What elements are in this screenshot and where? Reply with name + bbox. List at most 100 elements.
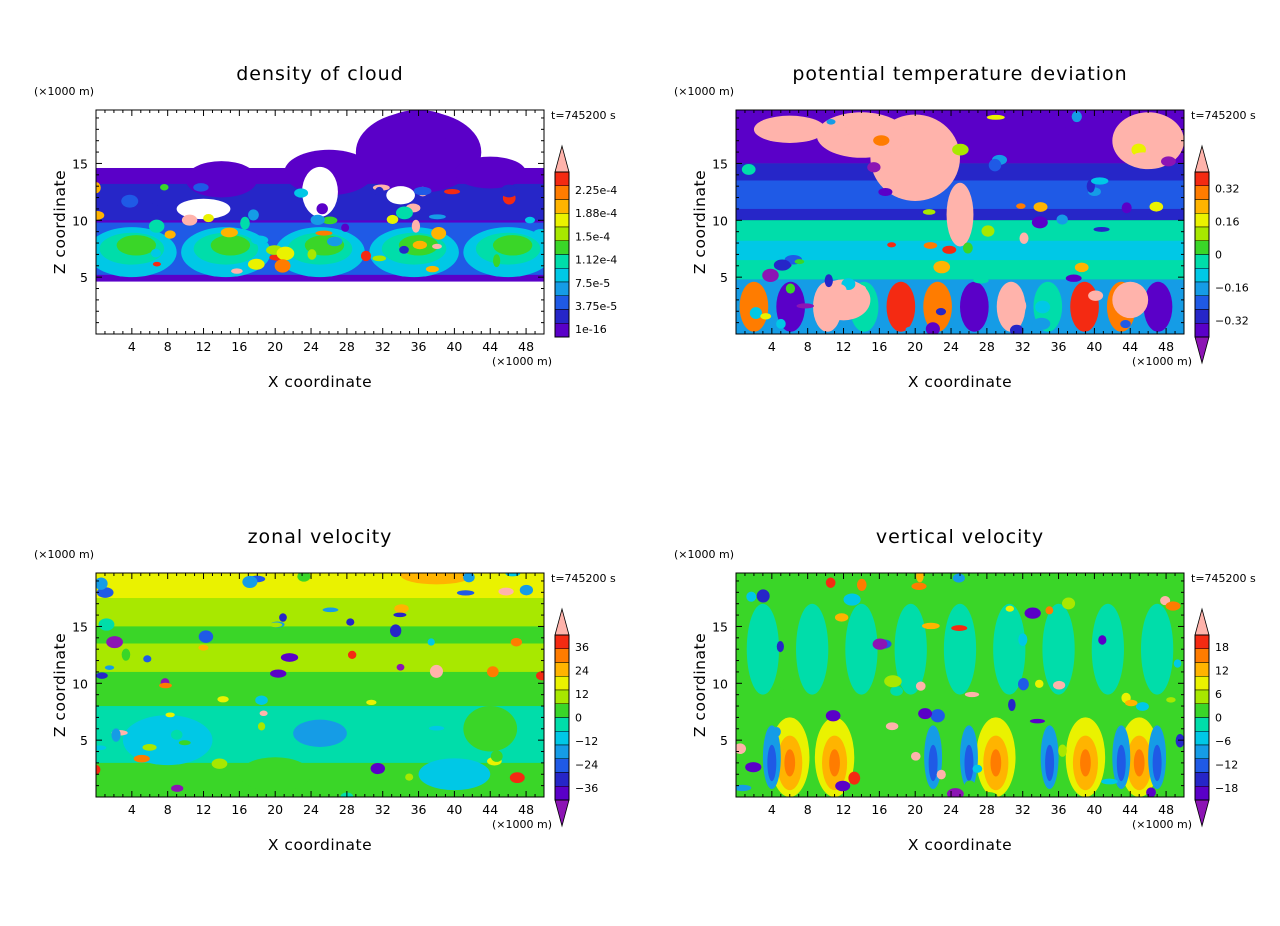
field-texture xyxy=(910,751,921,761)
downdraft xyxy=(964,744,974,782)
x-tick-label: 24 xyxy=(303,339,319,354)
field-texture xyxy=(826,118,836,125)
field-texture xyxy=(425,265,439,273)
field-texture xyxy=(533,228,544,238)
field-texture xyxy=(316,203,328,215)
field-texture xyxy=(1135,702,1149,711)
field-texture xyxy=(1146,787,1156,797)
downdraft xyxy=(1116,744,1126,782)
field-texture xyxy=(500,184,518,198)
colorbar: 36 24 12 0 −12 −24 −36 xyxy=(554,607,598,828)
field-texture xyxy=(411,219,421,233)
field-texture xyxy=(148,219,165,233)
field-texture xyxy=(835,127,851,136)
x-tick-label: 20 xyxy=(267,339,283,354)
field-texture xyxy=(776,640,784,653)
field-texture xyxy=(374,186,384,198)
panel-potential-temperature-deviation: potential temperature deviation (×1000 m)… xyxy=(674,63,1256,391)
field-texture xyxy=(760,313,772,320)
field-texture xyxy=(372,255,387,262)
field-texture xyxy=(1053,680,1066,690)
field-texture xyxy=(1062,597,1076,610)
field-texture xyxy=(1165,601,1181,611)
field-texture xyxy=(1152,629,1167,635)
x-tick-label: 4 xyxy=(128,339,136,354)
colorbar-label: −0.32 xyxy=(1215,315,1249,328)
w-region xyxy=(1042,603,1075,695)
updraft xyxy=(1080,749,1091,777)
field-texture xyxy=(1024,607,1041,619)
colorbar-label: 1e-16 xyxy=(575,323,607,336)
u-region xyxy=(239,757,312,792)
y-tick-label: 10 xyxy=(712,676,728,691)
field-texture xyxy=(946,788,964,797)
x-tick-label: 32 xyxy=(1015,339,1031,354)
x-tick-label: 16 xyxy=(231,339,247,354)
field-texture xyxy=(923,242,938,249)
x-tick-label: 20 xyxy=(907,802,923,817)
x-axis-label: X coordinate xyxy=(908,373,1012,391)
y-axis-label: Z coordinate xyxy=(691,633,709,737)
x-tick-label: 32 xyxy=(375,802,391,817)
field-texture xyxy=(389,624,402,638)
colorbar-label: 0 xyxy=(575,712,582,725)
field-texture xyxy=(1018,678,1029,691)
field-texture xyxy=(1008,698,1016,711)
u-region xyxy=(122,715,213,766)
field-texture xyxy=(1124,699,1138,707)
field-texture xyxy=(973,277,989,284)
colorbar-extend-max xyxy=(1194,144,1210,173)
colorbar-label: −12 xyxy=(575,735,598,748)
colorbar-swatch xyxy=(1194,309,1210,324)
field-texture xyxy=(779,679,795,690)
colorbar-swatch xyxy=(1194,744,1210,759)
field-texture xyxy=(749,307,762,320)
field-texture xyxy=(1029,718,1045,724)
field-texture xyxy=(1005,605,1014,612)
cloud-gap xyxy=(302,166,338,217)
x-tick-label: 8 xyxy=(164,339,172,354)
field-texture xyxy=(1019,232,1029,244)
field-texture xyxy=(1065,274,1082,282)
field-texture xyxy=(887,242,897,248)
field-texture xyxy=(269,622,283,628)
field-texture xyxy=(248,209,259,221)
field-texture xyxy=(1019,299,1027,312)
theta-cell xyxy=(739,281,769,332)
field-texture xyxy=(428,214,446,220)
theta-cell xyxy=(1112,281,1149,319)
time-label: t=745200 s xyxy=(1191,109,1256,122)
clear-air xyxy=(96,281,544,334)
field-texture xyxy=(198,644,209,651)
colorbar-swatch xyxy=(554,648,570,663)
colorbar-swatch xyxy=(554,772,570,787)
colorbar-swatch xyxy=(554,268,570,283)
field-texture xyxy=(825,577,836,588)
updraft xyxy=(990,749,1002,777)
cloud-cell xyxy=(116,235,157,256)
u-band xyxy=(96,573,544,599)
field-texture xyxy=(96,672,108,679)
field-texture xyxy=(964,780,976,792)
field-texture xyxy=(96,210,105,220)
w-region xyxy=(746,603,780,695)
colorbar-swatch xyxy=(1194,281,1210,296)
cloud-cell xyxy=(210,235,251,256)
x-tick-label: 24 xyxy=(303,802,319,817)
field-texture xyxy=(922,209,936,215)
x-tick-label: 20 xyxy=(267,802,283,817)
theta-cell xyxy=(960,281,989,332)
field-texture xyxy=(96,577,108,590)
colorbar-label: 1.5e-4 xyxy=(575,230,610,243)
field-texture xyxy=(104,665,115,670)
field-texture xyxy=(428,725,445,731)
colorbar-swatch xyxy=(554,744,570,759)
colorbar-swatch xyxy=(1194,648,1210,663)
colorbar-extend-min xyxy=(554,799,570,828)
field-texture xyxy=(395,206,413,220)
y-tick-label: 5 xyxy=(720,733,728,748)
colorbar-swatch xyxy=(554,323,570,338)
cloud-cell xyxy=(492,235,533,256)
theta-cell xyxy=(923,281,952,332)
field-texture xyxy=(498,587,514,596)
